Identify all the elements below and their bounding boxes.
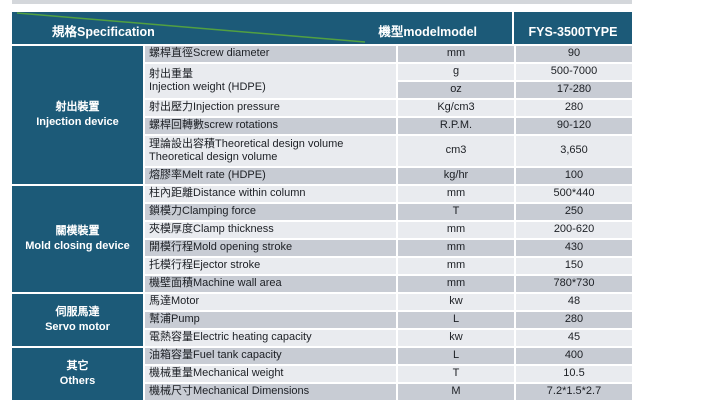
spec-header-label: 規格Specification [52, 24, 155, 39]
row-value: 90-120 [516, 118, 632, 134]
row-item: 熔膠率Melt rate (HDPE) [145, 168, 396, 184]
row-item: 螺桿直徑Screw diameter [145, 46, 396, 62]
row-value: 500*440 [516, 186, 632, 202]
row-item: 機壁面積Machine wall area [145, 276, 396, 292]
group-cell-servo-motor: 伺服馬達 Servo motor [12, 294, 143, 346]
row-item: 夾模厚度Clamp thickness [145, 222, 396, 238]
row-value: 48 [516, 294, 632, 310]
group-label-en: Injection device [36, 116, 119, 128]
row-value: 7.2*1.5*2.7 [516, 384, 632, 400]
row-unit: kg/hr [398, 168, 514, 184]
row-unit: oz [398, 82, 514, 98]
row-item: 油箱容量Fuel tank capacity [145, 348, 396, 364]
row-unit: g [398, 64, 514, 80]
row-value: 500-7000 [516, 64, 632, 80]
group-label-zh: 伺服馬達 [55, 306, 100, 319]
row-value: 10.5 [516, 366, 632, 382]
top-divider-strip [12, 0, 632, 4]
row-item: 托模行程Ejector stroke [145, 258, 396, 274]
row-unit: kw [398, 330, 514, 346]
row-value: 780*730 [516, 276, 632, 292]
model-header-label: 機型modelmodel [378, 24, 477, 39]
row-item: 電熱容量Electric heating capacity [145, 330, 396, 346]
row-unit: cm3 [398, 136, 514, 166]
row-unit: kw [398, 294, 514, 310]
model-type-label: FYS-3500TYPE [528, 24, 618, 39]
row-item: 開模行程Mold opening stroke [145, 240, 396, 256]
group-cell-injection-device: 射出裝置 Injection device [12, 46, 143, 184]
diagonal-split-line [16, 12, 366, 43]
row-unit: mm [398, 276, 514, 292]
row-item: 機械尺寸Mechanical Dimensions [145, 384, 396, 400]
group-label-en: Servo motor [45, 321, 110, 333]
table-header: 規格Specification 機型modelmodel FYS-3500TYP… [12, 12, 632, 44]
row-value: 45 [516, 330, 632, 346]
row-value: 200-620 [516, 222, 632, 238]
row-value: 17-280 [516, 82, 632, 98]
group-label-en: Others [59, 375, 96, 387]
group-label-zh: 其它 [66, 360, 89, 373]
row-value: 250 [516, 204, 632, 220]
row-unit: Kg/cm3 [398, 100, 514, 116]
group-cell-mold-closing-device: 關模裝置 Mold closing device [12, 186, 143, 292]
row-value: 280 [516, 100, 632, 116]
row-value: 280 [516, 312, 632, 328]
header-model-value-cell: FYS-3500TYPE [514, 12, 632, 44]
row-unit: mm [398, 46, 514, 62]
row-unit: mm [398, 186, 514, 202]
row-value: 3,650 [516, 136, 632, 166]
row-item: 幫浦Pump [145, 312, 396, 328]
row-unit: M [398, 384, 514, 400]
row-value: 150 [516, 258, 632, 274]
header-spec-model-cell: 規格Specification 機型modelmodel [12, 12, 512, 44]
row-item: 馬達Motor [145, 294, 396, 310]
row-unit: R.P.M. [398, 118, 514, 134]
row-unit: mm [398, 222, 514, 238]
row-unit: L [398, 348, 514, 364]
row-item: 柱內距離Distance within column [145, 186, 396, 202]
row-item: 射出壓力Injection pressure [145, 100, 396, 116]
row-value: 430 [516, 240, 632, 256]
row-item: 鎖模力Clamping force [145, 204, 396, 220]
row-value: 400 [516, 348, 632, 364]
row-unit: mm [398, 258, 514, 274]
row-item: 理論設出容積Theoretical design volume Theoreti… [145, 136, 396, 166]
row-value: 100 [516, 168, 632, 184]
row-unit: T [398, 204, 514, 220]
group-label-zh: 射出裝置 [55, 101, 100, 114]
row-item: 螺桿回轉數screw rotations [145, 118, 396, 134]
row-item: 機械重量Mechanical weight [145, 366, 396, 382]
group-cell-others: 其它 Others [12, 348, 143, 400]
row-value: 90 [516, 46, 632, 62]
spec-table: 射出裝置 Injection device 關模裝置 Mold closing … [12, 46, 632, 400]
row-unit: L [398, 312, 514, 328]
group-label-en: Mold closing device [25, 240, 130, 252]
row-unit: T [398, 366, 514, 382]
group-label-zh: 關模裝置 [55, 225, 100, 238]
row-item: 射出重量 Injection weight (HDPE) [145, 64, 396, 98]
row-unit: mm [398, 240, 514, 256]
